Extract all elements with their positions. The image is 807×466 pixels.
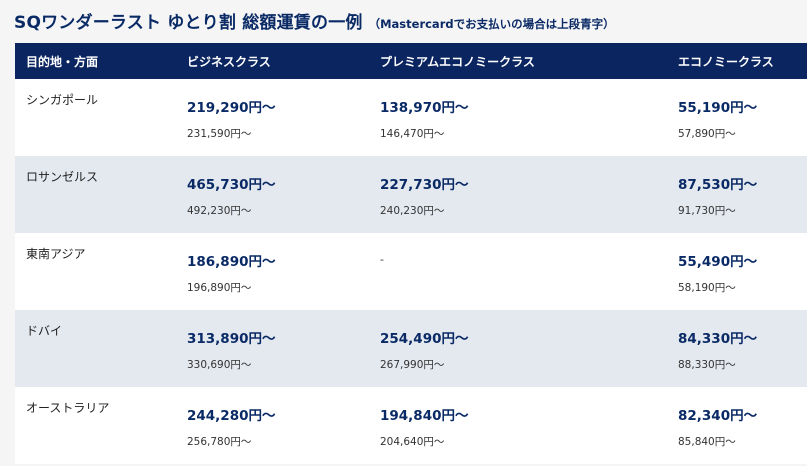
destination-cell: オーストラリア <box>15 387 187 464</box>
header-business: ビジネスクラス <box>187 43 380 79</box>
page-title: SQワンダーラスト ゆとり割 総額運賃の一例 <box>14 13 363 33</box>
table-header-row: 目的地・方面 ビジネスクラス プレミアムエコノミークラス エコノミークラス <box>15 43 807 79</box>
business-fare-mastercard: 186,890円〜 <box>187 254 276 270</box>
premium-fare-cell: - <box>380 233 678 310</box>
premium-fare-cell: 227,730円〜 240,230円〜 <box>380 156 678 233</box>
destination-label: オーストラリア <box>26 401 110 415</box>
business-fare-mastercard: 465,730円〜 <box>187 177 276 193</box>
premium-fare-cell: 194,840円〜 204,640円〜 <box>380 387 678 464</box>
destination-label: ロサンゼルス <box>26 170 99 184</box>
economy-fare-mastercard: 82,340円〜 <box>678 408 758 424</box>
economy-fare-mastercard: 55,490円〜 <box>678 254 758 270</box>
business-fare-cell: 219,290円〜 231,590円〜 <box>187 79 380 156</box>
header-destination: 目的地・方面 <box>15 43 187 79</box>
destination-cell: 東南アジア <box>15 233 187 310</box>
business-fare-regular: 330,690円〜 <box>187 359 252 371</box>
table-row: 東南アジア 186,890円〜 196,890円〜 - 55,490円〜 58,… <box>15 233 807 310</box>
premium-fare-cell: 138,970円〜 146,470円〜 <box>380 79 678 156</box>
premium-fare-mastercard: 194,840円〜 <box>380 408 469 424</box>
business-fare-mastercard: 313,890円〜 <box>187 331 276 347</box>
fare-table: 目的地・方面 ビジネスクラス プレミアムエコノミークラス エコノミークラス シン… <box>15 43 807 464</box>
destination-label: シンガポール <box>26 93 99 107</box>
table-row: ドバイ 313,890円〜 330,690円〜 254,490円〜 267,99… <box>15 310 807 387</box>
destination-cell: ドバイ <box>15 310 187 387</box>
economy-fare-regular: 58,190円〜 <box>678 282 736 294</box>
premium-fare-mastercard: 227,730円〜 <box>380 177 469 193</box>
header-premium-economy: プレミアムエコノミークラス <box>380 43 678 79</box>
premium-fare-mastercard: 138,970円〜 <box>380 100 469 116</box>
premium-fare-unavailable: - <box>380 253 384 266</box>
business-fare-mastercard: 244,280円〜 <box>187 408 276 424</box>
table-row: ロサンゼルス 465,730円〜 492,230円〜 227,730円〜 240… <box>15 156 807 233</box>
economy-fare-cell: 84,330円〜 88,330円〜 <box>678 310 807 387</box>
premium-fare-regular: 146,470円〜 <box>380 128 445 140</box>
business-fare-regular: 492,230円〜 <box>187 205 252 217</box>
business-fare-cell: 465,730円〜 492,230円〜 <box>187 156 380 233</box>
business-fare-mastercard: 219,290円〜 <box>187 100 276 116</box>
economy-fare-cell: 82,340円〜 85,840円〜 <box>678 387 807 464</box>
economy-fare-mastercard: 87,530円〜 <box>678 177 758 193</box>
destination-cell: シンガポール <box>15 79 187 156</box>
economy-fare-cell: 55,490円〜 58,190円〜 <box>678 233 807 310</box>
business-fare-cell: 244,280円〜 256,780円〜 <box>187 387 380 464</box>
premium-fare-mastercard: 254,490円〜 <box>380 331 469 347</box>
premium-fare-regular: 204,640円〜 <box>380 436 445 448</box>
economy-fare-regular: 88,330円〜 <box>678 359 736 371</box>
economy-fare-mastercard: 84,330円〜 <box>678 331 758 347</box>
economy-fare-regular: 57,890円〜 <box>678 128 736 140</box>
economy-fare-regular: 91,730円〜 <box>678 205 736 217</box>
premium-fare-regular: 240,230円〜 <box>380 205 445 217</box>
destination-label: 東南アジア <box>26 247 86 261</box>
business-fare-cell: 186,890円〜 196,890円〜 <box>187 233 380 310</box>
business-fare-cell: 313,890円〜 330,690円〜 <box>187 310 380 387</box>
page-subtitle: （Mastercardでお支払いの場合は上段青字） <box>368 17 615 31</box>
table-row: シンガポール 219,290円〜 231,590円〜 138,970円〜 146… <box>15 79 807 156</box>
table-row: オーストラリア 244,280円〜 256,780円〜 194,840円〜 20… <box>15 387 807 464</box>
economy-fare-cell: 87,530円〜 91,730円〜 <box>678 156 807 233</box>
destination-cell: ロサンゼルス <box>15 156 187 233</box>
page-heading: SQワンダーラスト ゆとり割 総額運賃の一例 （Mastercardでお支払いの… <box>14 8 615 33</box>
premium-fare-regular: 267,990円〜 <box>380 359 445 371</box>
header-economy: エコノミークラス <box>678 43 807 79</box>
destination-label: ドバイ <box>26 324 63 338</box>
business-fare-regular: 231,590円〜 <box>187 128 252 140</box>
premium-fare-cell: 254,490円〜 267,990円〜 <box>380 310 678 387</box>
economy-fare-cell: 55,190円〜 57,890円〜 <box>678 79 807 156</box>
business-fare-regular: 196,890円〜 <box>187 282 252 294</box>
economy-fare-regular: 85,840円〜 <box>678 436 736 448</box>
economy-fare-mastercard: 55,190円〜 <box>678 100 758 116</box>
business-fare-regular: 256,780円〜 <box>187 436 252 448</box>
